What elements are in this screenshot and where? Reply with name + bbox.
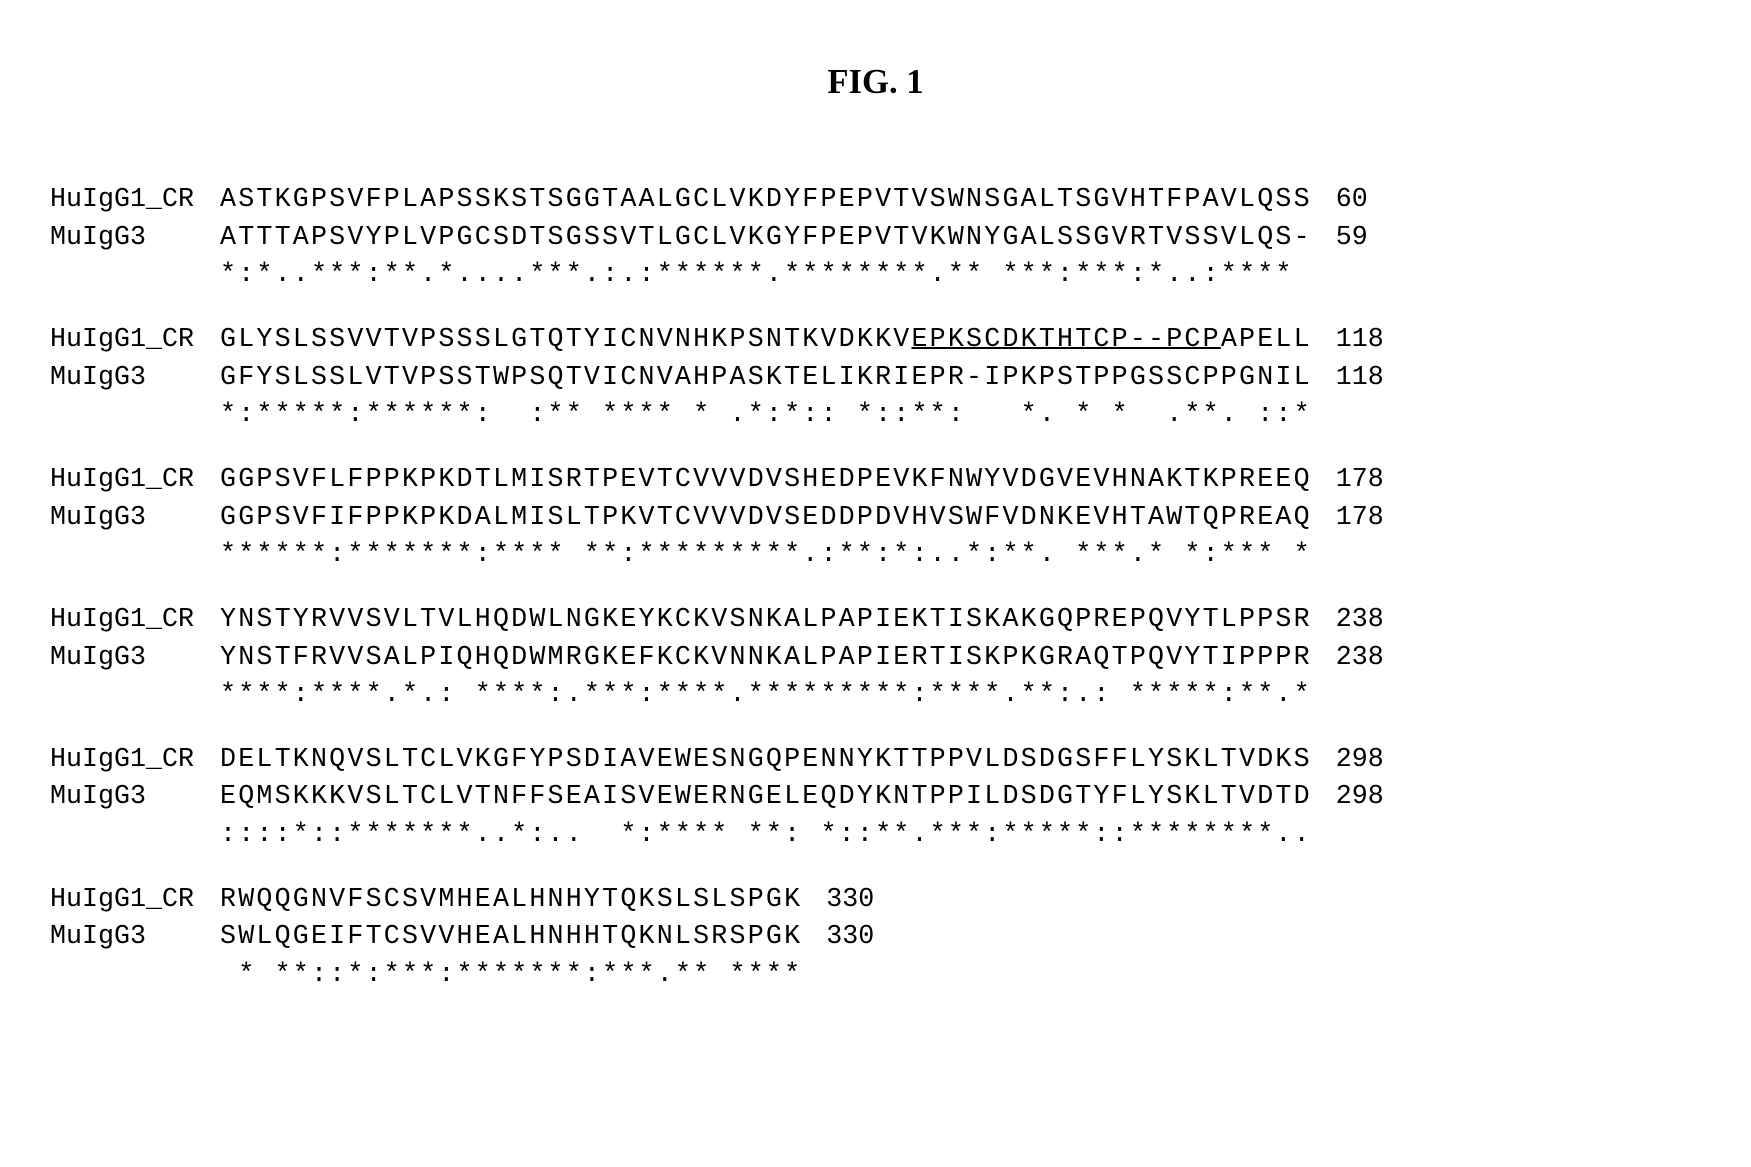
sequence-text: GGPSVFIFPPKPKDALMISLTPKVTCVVVDVSEDDPDVHV… <box>220 500 1312 537</box>
alignment-row-seq2: MuIgG3SWLQGEIFTCSVVHEALHNHHTQKNLSRSPGK33… <box>50 919 1701 956</box>
sequence-text: DELTKNQVSLTCLVKGFYPSDIAVEWESNGQPENNYKTTP… <box>220 742 1312 779</box>
sequence-alignment: HuIgG1_CRASTKGPSVFPLAPSSKSTSGGTAALGCLVKD… <box>50 182 1701 994</box>
alignment-row-consensus: ****:****.*.: ****:.***:****.*********:*… <box>50 677 1701 714</box>
alignment-block: HuIgG1_CRYNSTYRVVSVLTVLHQDWLNGKEYKCKVSNK… <box>50 602 1701 714</box>
alignment-row-seq1: HuIgG1_CRGLYSLSSVVTVPSSSLGTQTYICNVNHKPSN… <box>50 322 1701 359</box>
sequence-text: EQMSKKKVSLTCLVTNFFSEAISVEWERNGELEQDYKNTP… <box>220 779 1312 816</box>
sequence-text: RWQQGNVFSCSVMHEALHNHYTQKSLSLSPGK <box>220 882 802 919</box>
alignment-row-seq1: HuIgG1_CRASTKGPSVFPLAPSSKSTSGGTAALGCLVKD… <box>50 182 1701 219</box>
alignment-row-seq2: MuIgG3GGPSVFIFPPKPKDALMISLTPKVTCVVVDVSED… <box>50 500 1701 537</box>
sequence-text: GLYSLSSVVTVPSSSLGTQTYICNVNHKPSNTKVDKKVEP… <box>220 322 1312 359</box>
position-number: 118 <box>1312 360 1384 397</box>
position-number: 330 <box>802 919 874 956</box>
sequence-text: GGPSVFLFPPKPKDTLMISRTPEVTCVVVDVSHEDPEVKF… <box>220 462 1312 499</box>
sequence-label: MuIgG3 <box>50 919 220 956</box>
alignment-row-seq2: MuIgG3YNSTFRVVSALPIQHQDWMRGKEFKCKVNNKALP… <box>50 640 1701 677</box>
alignment-block: HuIgG1_CRASTKGPSVFPLAPSSKSTSGGTAALGCLVKD… <box>50 182 1701 294</box>
alignment-row-consensus: *:*****:******: :** **** * .*:*:: *::**:… <box>50 397 1701 434</box>
alignment-block: HuIgG1_CRRWQQGNVFSCSVMHEALHNHYTQKSLSLSPG… <box>50 882 1701 994</box>
sequence-label: MuIgG3 <box>50 360 220 397</box>
position-number: 238 <box>1312 602 1384 639</box>
position-number: 298 <box>1312 779 1384 816</box>
sequence-text: * **::*:***:*******:***.** **** <box>220 957 802 994</box>
alignment-row-consensus: *:*..***:**.*....***.:.:******.********.… <box>50 257 1701 294</box>
alignment-row-consensus: * **::*:***:*******:***.** **** <box>50 957 1701 994</box>
alignment-block: HuIgG1_CRGGPSVFLFPPKPKDTLMISRTPEVTCVVVDV… <box>50 462 1701 574</box>
position-number: 59 <box>1312 220 1368 257</box>
sequence-text: ****:****.*.: ****:.***:****.*********:*… <box>220 677 1312 714</box>
sequence-text: SWLQGEIFTCSVVHEALHNHHTQKNLSRSPGK <box>220 919 802 956</box>
sequence-label: HuIgG1_CR <box>50 182 220 219</box>
alignment-row-seq2: MuIgG3EQMSKKKVSLTCLVTNFFSEAISVEWERNGELEQ… <box>50 779 1701 816</box>
alignment-row-consensus: ::::*::*******..*:.. *:**** **: *::**.**… <box>50 817 1701 854</box>
sequence-text: ATTTAPSVYPLVPGCSDTSGSSVTLGCLVKGYFPEPVTVK… <box>220 220 1312 257</box>
alignment-row-seq1: HuIgG1_CRGGPSVFLFPPKPKDTLMISRTPEVTCVVVDV… <box>50 462 1701 499</box>
alignment-block: HuIgG1_CRGLYSLSSVVTVPSSSLGTQTYICNVNHKPSN… <box>50 322 1701 434</box>
alignment-row-seq2: MuIgG3ATTTAPSVYPLVPGCSDTSGSSVTLGCLVKGYFP… <box>50 220 1701 257</box>
position-number: 298 <box>1312 742 1384 779</box>
alignment-row-seq1: HuIgG1_CRDELTKNQVSLTCLVKGFYPSDIAVEWESNGQ… <box>50 742 1701 779</box>
position-number: 330 <box>802 882 874 919</box>
sequence-text: GFYSLSSLVTVPSSTWPSQTVICNVAHPASKTELIKRIEP… <box>220 360 1312 397</box>
sequence-text: ::::*::*******..*:.. *:**** **: *::**.**… <box>220 817 1312 854</box>
alignment-block: HuIgG1_CRDELTKNQVSLTCLVKGFYPSDIAVEWESNGQ… <box>50 742 1701 854</box>
sequence-label: HuIgG1_CR <box>50 322 220 359</box>
sequence-text: YNSTYRVVSVLTVLHQDWLNGKEYKCKVSNKALPAPIEKT… <box>220 602 1312 639</box>
position-number: 60 <box>1312 182 1368 219</box>
alignment-row-consensus: ******:*******:**** **:*********.:**:*:.… <box>50 537 1701 574</box>
sequence-label: HuIgG1_CR <box>50 462 220 499</box>
sequence-label: MuIgG3 <box>50 779 220 816</box>
sequence-label: HuIgG1_CR <box>50 602 220 639</box>
sequence-label: HuIgG1_CR <box>50 742 220 779</box>
position-number: 178 <box>1312 462 1384 499</box>
sequence-label: MuIgG3 <box>50 640 220 677</box>
sequence-text: *:*..***:**.*....***.:.:******.********.… <box>220 257 1312 294</box>
sequence-text: *:*****:******: :** **** * .*:*:: *::**:… <box>220 397 1312 434</box>
underlined-region: EPKSCDKTHTCP--PCP <box>911 325 1220 355</box>
position-number: 238 <box>1312 640 1384 677</box>
alignment-row-seq1: HuIgG1_CRYNSTYRVVSVLTVLHQDWLNGKEYKCKVSNK… <box>50 602 1701 639</box>
sequence-text: ASTKGPSVFPLAPSSKSTSGGTAALGCLVKDYFPEPVTVS… <box>220 182 1312 219</box>
sequence-text: ******:*******:**** **:*********.:**:*:.… <box>220 537 1312 574</box>
sequence-label: MuIgG3 <box>50 500 220 537</box>
position-number: 178 <box>1312 500 1384 537</box>
alignment-row-seq2: MuIgG3GFYSLSSLVTVPSSTWPSQTVICNVAHPASKTEL… <box>50 360 1701 397</box>
sequence-label: HuIgG1_CR <box>50 882 220 919</box>
position-number: 118 <box>1312 322 1384 359</box>
sequence-label: MuIgG3 <box>50 220 220 257</box>
figure-title: FIG. 1 <box>50 63 1701 102</box>
sequence-text: YNSTFRVVSALPIQHQDWMRGKEFKCKVNNKALPAPIERT… <box>220 640 1312 677</box>
alignment-row-seq1: HuIgG1_CRRWQQGNVFSCSVMHEALHNHYTQKSLSLSPG… <box>50 882 1701 919</box>
